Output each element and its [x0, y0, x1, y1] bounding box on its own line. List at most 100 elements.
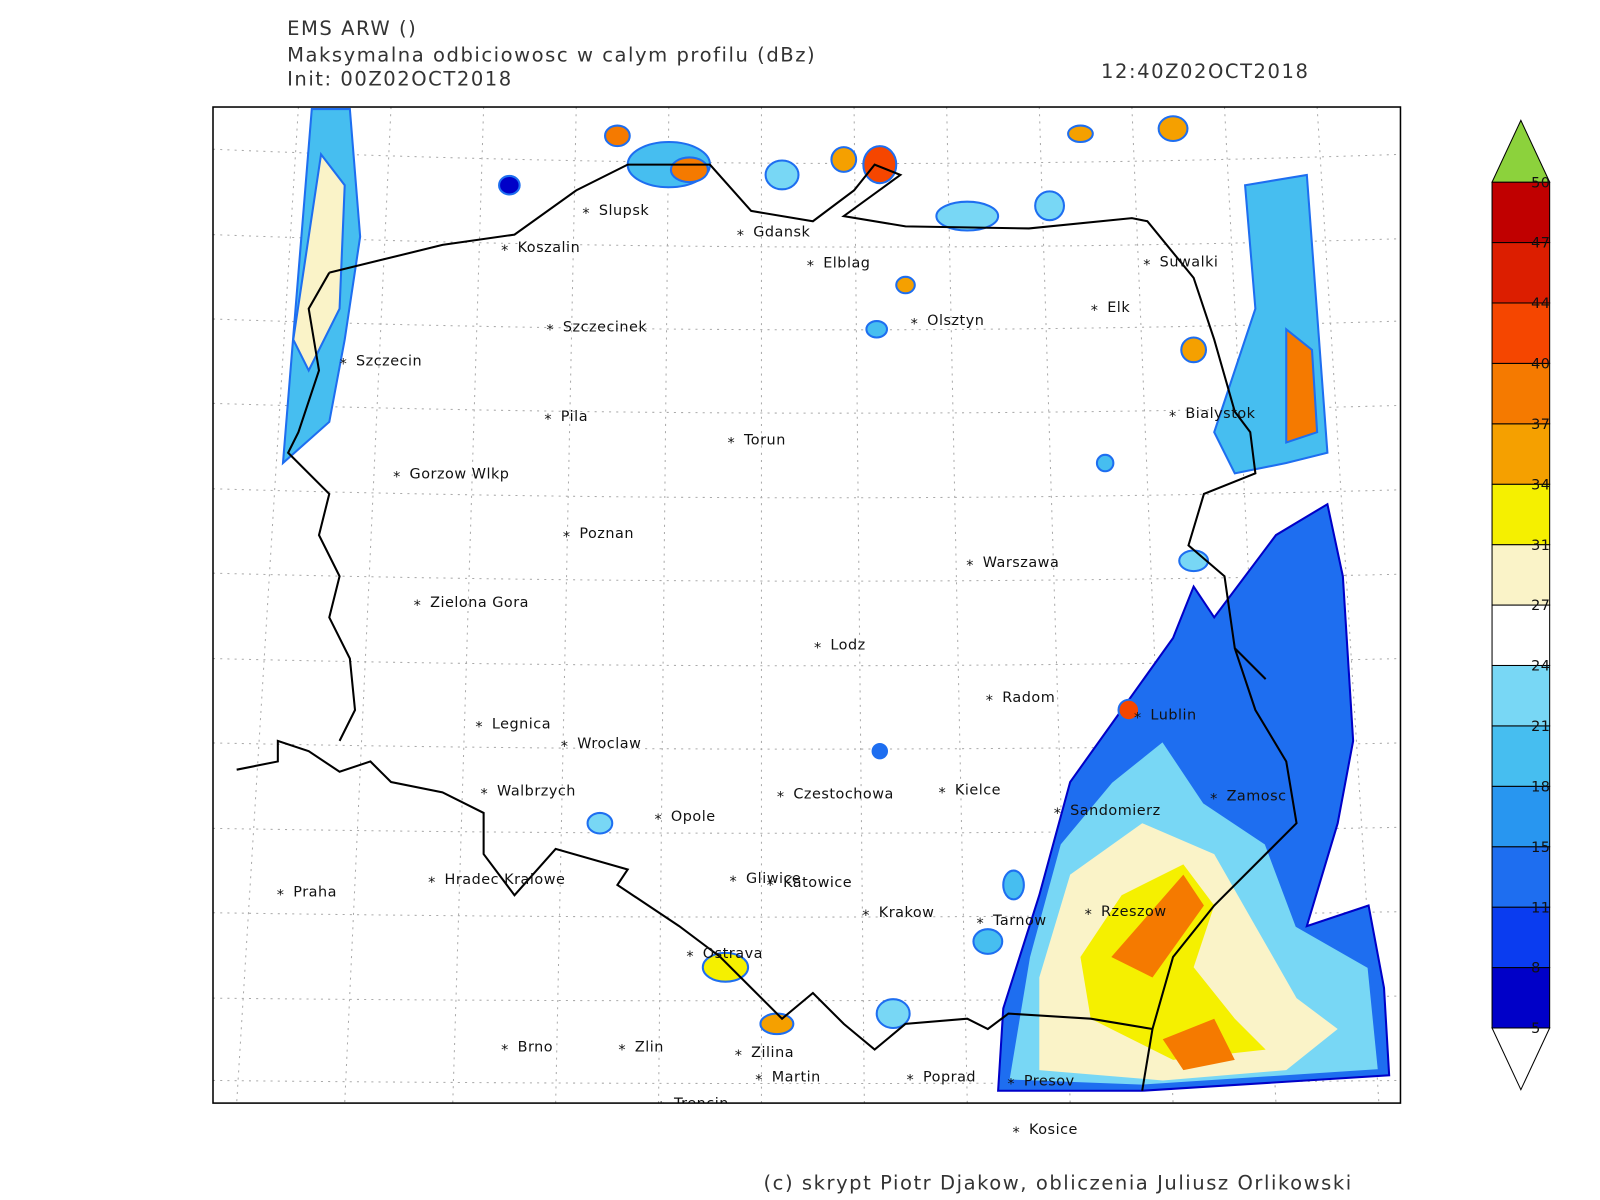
city-marker: *: [1169, 409, 1177, 425]
colorbar-label: 44: [1531, 296, 1550, 312]
city-label: Szczecinek: [563, 319, 648, 335]
city-marker: *: [277, 887, 285, 903]
city-label: Tarnow: [992, 913, 1047, 929]
graticule: [213, 107, 1401, 1104]
city-marker: *: [654, 812, 662, 828]
city-label: Krakow: [879, 905, 935, 921]
city-marker: *: [730, 874, 738, 890]
city-label: Olsztyn: [927, 313, 984, 329]
city-marker: *: [1054, 806, 1062, 822]
city-label: Wroclaw: [577, 736, 641, 752]
city-marker: *: [814, 640, 822, 656]
colorbar-band: [1491, 846, 1551, 908]
city-marker: *: [1134, 710, 1142, 726]
city-label: Warszawa: [983, 555, 1060, 571]
colorbar-band: [1491, 483, 1551, 546]
city-label: Presov: [1024, 1074, 1075, 1090]
city-label: Elk: [1107, 300, 1130, 316]
colorbar-band: [1491, 664, 1551, 727]
city-label: Bialystok: [1185, 406, 1255, 422]
city-marker: *: [393, 470, 401, 486]
colorbar-band: [1491, 725, 1551, 787]
city-label: Radom: [1002, 690, 1055, 706]
city-label: Walbrzych: [497, 783, 576, 799]
city-label: Slupsk: [599, 203, 649, 219]
city-marker: *: [911, 316, 919, 332]
city-marker: *: [481, 787, 489, 803]
colorbar-band: [1491, 302, 1551, 364]
city-label: Elblag: [823, 256, 870, 272]
city-label: Sandomierz: [1070, 803, 1161, 819]
city-label: Poprad: [923, 1069, 976, 1085]
city-marker: *: [501, 1043, 509, 1059]
colorbar-label: 8: [1531, 961, 1541, 977]
city-marker: *: [546, 322, 554, 338]
city-label: Legnica: [492, 717, 551, 733]
city-marker: *: [563, 529, 571, 545]
city-marker: *: [1091, 303, 1099, 319]
city-label: Brno: [518, 1040, 554, 1056]
reflectivity-field: [281, 108, 1391, 1092]
country-borders: [236, 163, 1298, 1091]
map-area: * Slupsk * Koszalin * Gdansk * Elblag * Suwalki * E…: [213, 107, 1401, 1104]
valid-time: 12:40Z02OCT2018: [1101, 60, 1309, 83]
city-label: Koszalin: [518, 240, 581, 256]
city-label: Zielona Gora: [430, 595, 529, 611]
city-label: Zamosc: [1227, 789, 1287, 805]
city-marker: *: [735, 1048, 743, 1064]
city-marker: *: [1143, 258, 1151, 274]
city-marker: *: [986, 693, 994, 709]
city-label: Ostrava: [703, 946, 763, 962]
city-label: Lublin: [1150, 707, 1196, 723]
city-marker: *: [340, 356, 348, 372]
city-label: Hradec Kralowe: [445, 872, 566, 888]
city-marker: *: [977, 916, 985, 932]
city-marker: *: [618, 1043, 626, 1059]
map-figure: EMS ARW () Maksymalna odbiciowosc w caly…: [212, 17, 1551, 1195]
model-title: EMS ARW (): [287, 17, 417, 40]
colorbar-label: 18: [1531, 779, 1550, 795]
credits: (c) skrypt Piotr Djakow, obliczenia Juli…: [764, 1172, 1353, 1195]
city-marker: *: [737, 228, 745, 244]
city-marker: *: [907, 1073, 915, 1089]
city-label: Rzeszow: [1101, 904, 1167, 920]
colorbar-label: 27: [1531, 598, 1550, 614]
city-label: Zlin: [635, 1040, 664, 1056]
colorbar-band: [1491, 967, 1551, 1029]
city-marker: *: [414, 598, 422, 614]
city-marker: *: [561, 739, 569, 755]
colorbar-label: 50: [1531, 175, 1550, 191]
city-marker: *: [544, 412, 552, 428]
colorbar-label: 5: [1531, 1021, 1541, 1037]
city-marker: *: [777, 790, 785, 806]
init-time: Init: 00Z02OCT2018: [287, 67, 513, 90]
city-marker: *: [862, 908, 870, 924]
map-frame: [212, 106, 1402, 1104]
city-label: Kielce: [955, 782, 1001, 798]
city-marker: *: [755, 1073, 763, 1089]
city-label: Praha: [293, 884, 337, 900]
colorbar-label: 31: [1531, 538, 1550, 554]
colorbar-label: 11: [1531, 900, 1550, 916]
city-label: Gorzow Wlkp: [410, 466, 510, 482]
city-marker: *: [966, 558, 974, 574]
city-label: Zilina: [751, 1045, 794, 1061]
city-label: Gdansk: [753, 225, 810, 241]
colorbar-band: [1491, 785, 1551, 848]
city-label: Czestochowa: [793, 787, 894, 803]
city-marker: *: [428, 875, 436, 891]
colorbar: 5 8 11 15 18 21 24 27 31 34 37 40 44 47 50: [1491, 119, 1551, 1091]
city-labels: * Slupsk * Koszalin * Gdansk * Elblag * Suwalki * E…: [277, 203, 1287, 1103]
colorbar-label: 34: [1531, 477, 1550, 493]
colorbar-label: 47: [1531, 236, 1550, 252]
city-label: Opole: [671, 809, 716, 825]
colorbar-band: [1491, 544, 1551, 606]
city-marker: *: [807, 259, 815, 275]
city-marker: *: [1013, 1125, 1021, 1141]
colorbar-label: 24: [1531, 659, 1550, 675]
city-marker: *: [1210, 792, 1218, 808]
colorbar-band: [1491, 423, 1551, 485]
city-marker: *: [1085, 907, 1093, 923]
colorbar-band: [1491, 242, 1551, 304]
